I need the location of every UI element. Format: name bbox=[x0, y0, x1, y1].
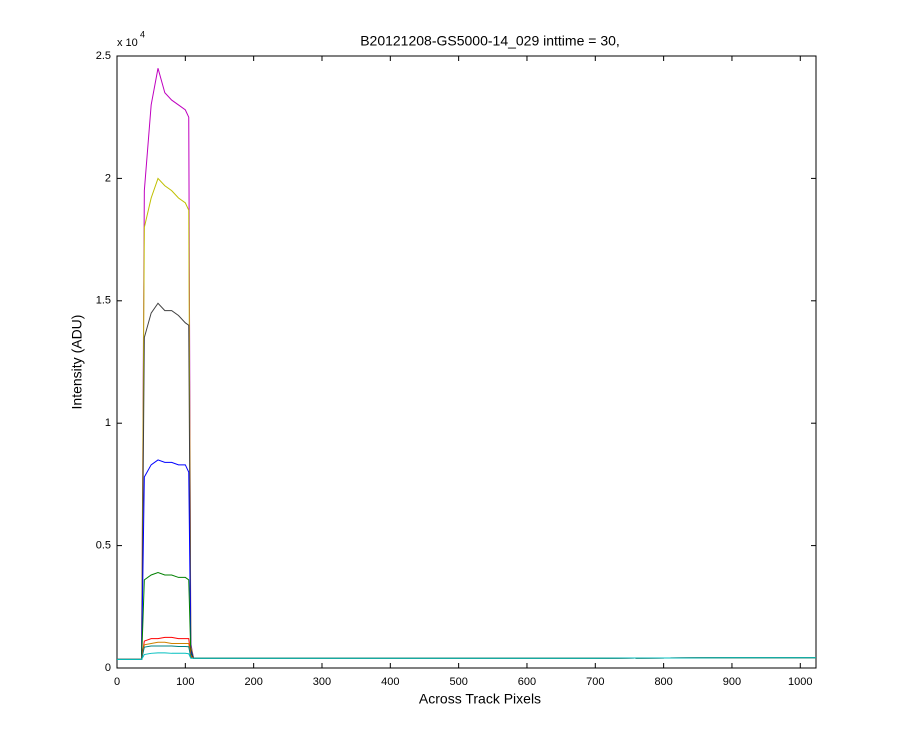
x-tick-label: 300 bbox=[313, 676, 331, 688]
y-multiplier-exponent: 4 bbox=[140, 29, 145, 39]
x-axis-label: Across Track Pixels bbox=[419, 691, 541, 707]
y-tick-label: 0.5 bbox=[96, 540, 111, 552]
y-tick-label: 1 bbox=[105, 417, 111, 429]
x-tick-label: 900 bbox=[723, 676, 741, 688]
x-tick-label: 200 bbox=[244, 676, 262, 688]
x-tick-label: 800 bbox=[654, 676, 672, 688]
y-multiplier: x 10 bbox=[117, 37, 138, 49]
y-axis-label: Intensity (ADU) bbox=[69, 315, 85, 410]
x-tick-label: 400 bbox=[381, 676, 399, 688]
data-line bbox=[117, 652, 816, 660]
y-tick-label: 0 bbox=[105, 662, 111, 674]
y-tick-label: 1.5 bbox=[96, 295, 111, 307]
chart-title: B20121208-GS5000-14_029 inttime = 30, bbox=[360, 33, 620, 49]
x-tick-label: 600 bbox=[518, 676, 536, 688]
y-tick-label: 2.5 bbox=[96, 50, 111, 62]
x-tick-label: 700 bbox=[586, 676, 604, 688]
x-tick-label: 0 bbox=[114, 676, 120, 688]
x-tick-label: 100 bbox=[176, 676, 194, 688]
plot-area bbox=[116, 55, 817, 669]
x-tick-label: 500 bbox=[449, 676, 467, 688]
x-tick-label: 1000 bbox=[788, 676, 812, 688]
y-tick-label: 2 bbox=[105, 172, 111, 184]
